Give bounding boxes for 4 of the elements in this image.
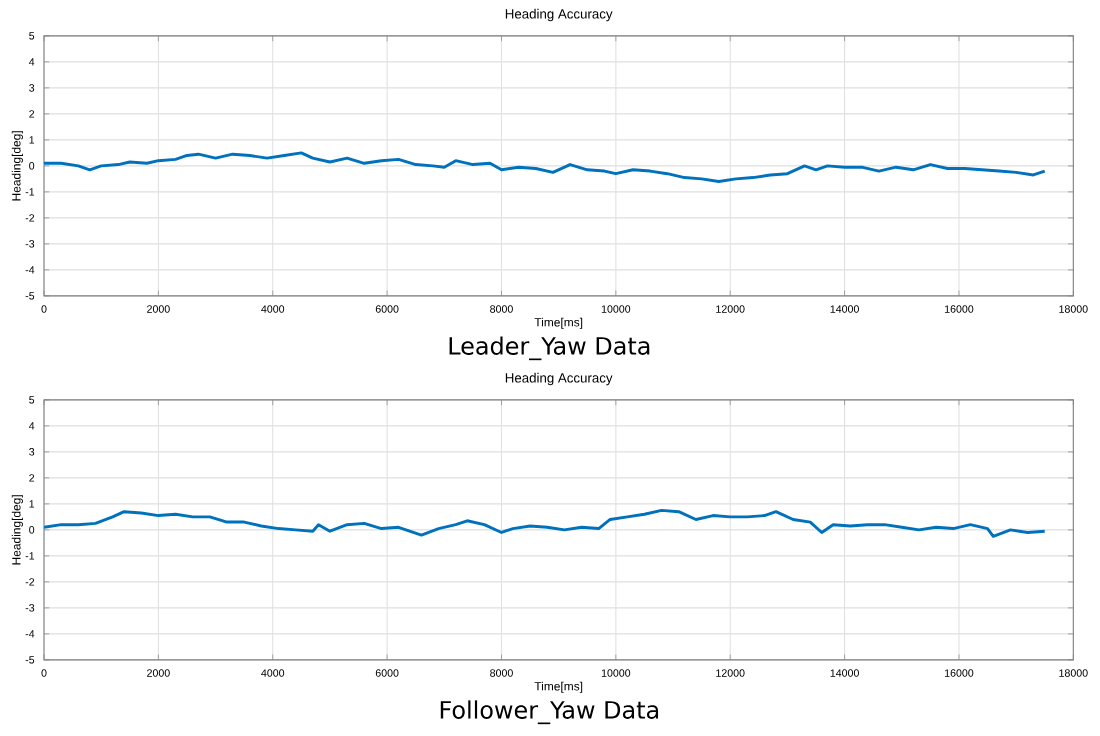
line-series	[44, 508, 1047, 538]
text: Leader_Yaw Data	[449, 336, 650, 361]
text: Follower_Yaw Data	[440, 700, 659, 725]
line-series	[44, 151, 1047, 184]
